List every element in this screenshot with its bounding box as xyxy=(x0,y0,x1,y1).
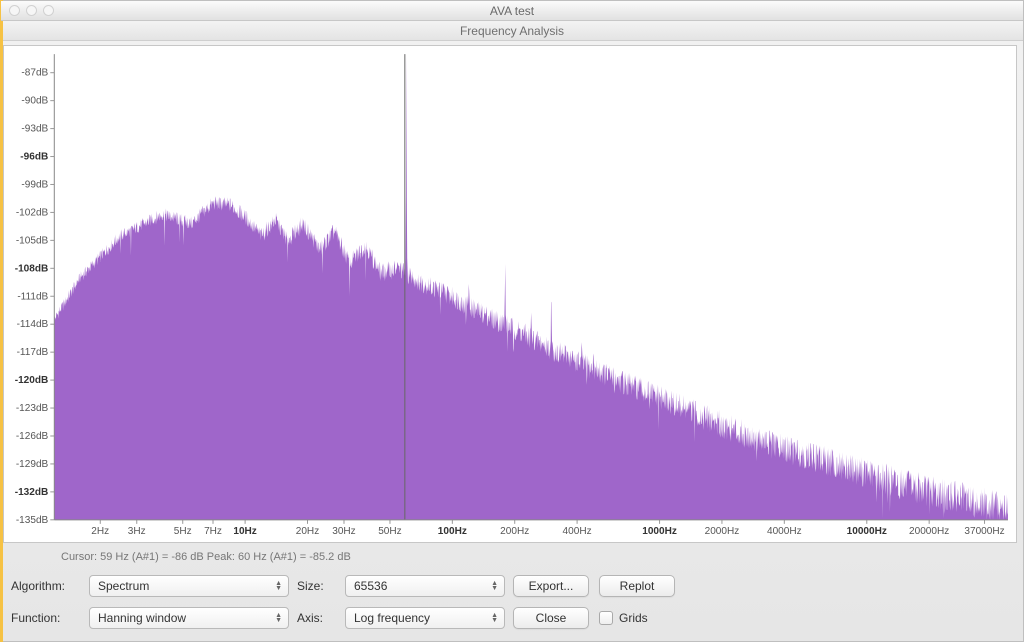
window-title: AVA test xyxy=(9,4,1015,18)
titlebar[interactable]: AVA test xyxy=(1,1,1023,21)
stepper-icon: ▲▼ xyxy=(491,581,498,591)
svg-text:50Hz: 50Hz xyxy=(378,526,401,537)
svg-text:7Hz: 7Hz xyxy=(204,526,222,537)
svg-text:-111dB: -111dB xyxy=(17,291,48,302)
svg-text:-135dB: -135dB xyxy=(16,515,49,526)
grids-checkbox[interactable]: Grids xyxy=(599,611,648,625)
button-row-2: Close Grids xyxy=(513,607,1013,629)
export-button[interactable]: Export... xyxy=(513,575,589,597)
replot-button[interactable]: Replot xyxy=(599,575,675,597)
svg-text:-126dB: -126dB xyxy=(16,431,49,442)
controls-grid: Algorithm: Spectrum ▲▼ Size: 65536 ▲▼ Ex… xyxy=(1,569,1023,641)
grids-checkbox-label: Grids xyxy=(619,611,648,625)
stepper-icon: ▲▼ xyxy=(491,613,498,623)
plot-border[interactable]: -87dB -90dB -93dB -96dB -99dB -102dB -105dB -10… xyxy=(3,45,1017,543)
svg-text:-117dB: -117dB xyxy=(17,347,49,358)
function-select-value: Hanning window xyxy=(98,611,186,625)
svg-text:-87dB: -87dB xyxy=(21,68,48,79)
size-select[interactable]: 65536 ▲▼ xyxy=(345,575,505,597)
svg-text:5Hz: 5Hz xyxy=(174,526,192,537)
svg-text:37000Hz: 37000Hz xyxy=(964,526,1004,537)
algorithm-select-value: Spectrum xyxy=(98,579,149,593)
plot-container: -87dB -90dB -93dB -96dB -99dB -102dB -105dB -10… xyxy=(1,41,1023,545)
minimize-window-icon[interactable] xyxy=(26,5,37,16)
svg-text:-90dB: -90dB xyxy=(21,96,48,107)
algorithm-select[interactable]: Spectrum ▲▼ xyxy=(89,575,289,597)
svg-text:-120dB: -120dB xyxy=(15,375,49,386)
close-window-icon[interactable] xyxy=(9,5,20,16)
svg-text:400Hz: 400Hz xyxy=(563,526,592,537)
svg-text:-99dB: -99dB xyxy=(21,179,48,190)
svg-text:-114dB: -114dB xyxy=(17,319,49,330)
svg-text:-132dB: -132dB xyxy=(15,487,49,498)
svg-text:4000Hz: 4000Hz xyxy=(767,526,802,537)
svg-text:2Hz: 2Hz xyxy=(91,526,109,537)
svg-text:100Hz: 100Hz xyxy=(438,526,467,537)
svg-text:-96dB: -96dB xyxy=(20,152,48,163)
zoom-window-icon[interactable] xyxy=(43,5,54,16)
svg-text:-93dB: -93dB xyxy=(21,124,48,135)
frequency-analysis-window: AVA test Frequency Analysis -87dB -90dB -9… xyxy=(0,0,1024,642)
function-select[interactable]: Hanning window ▲▼ xyxy=(89,607,289,629)
svg-text:-123dB: -123dB xyxy=(16,403,49,414)
spectrum-plot[interactable]: -87dB -90dB -93dB -96dB -99dB -102dB -105dB -10… xyxy=(4,46,1016,542)
svg-text:-129dB: -129dB xyxy=(16,459,49,470)
checkbox-icon xyxy=(599,611,613,625)
panel-title: Frequency Analysis xyxy=(1,21,1023,41)
axis-label: Axis: xyxy=(297,611,337,625)
svg-text:200Hz: 200Hz xyxy=(500,526,529,537)
button-row-1: Export... Replot xyxy=(513,575,1013,597)
svg-text:30Hz: 30Hz xyxy=(332,526,355,537)
svg-text:-105dB: -105dB xyxy=(16,235,49,246)
axis-select-value: Log frequency xyxy=(354,611,430,625)
status-text: Cursor: 59 Hz (A#1) = -86 dB Peak: 60 Hz… xyxy=(1,545,1023,569)
svg-text:20000Hz: 20000Hz xyxy=(909,526,949,537)
stepper-icon: ▲▼ xyxy=(275,613,282,623)
size-label: Size: xyxy=(297,579,337,593)
svg-text:-102dB: -102dB xyxy=(16,207,49,218)
axis-select[interactable]: Log frequency ▲▼ xyxy=(345,607,505,629)
traffic-lights xyxy=(9,5,54,16)
svg-text:2000Hz: 2000Hz xyxy=(705,526,740,537)
size-select-value: 65536 xyxy=(354,579,387,593)
svg-text:3Hz: 3Hz xyxy=(128,526,146,537)
function-label: Function: xyxy=(11,611,81,625)
svg-text:20Hz: 20Hz xyxy=(296,526,319,537)
content-area: -87dB -90dB -93dB -96dB -99dB -102dB -105dB -10… xyxy=(1,41,1023,641)
close-button[interactable]: Close xyxy=(513,607,589,629)
svg-text:10Hz: 10Hz xyxy=(233,526,256,537)
svg-text:10000Hz: 10000Hz xyxy=(847,526,887,537)
svg-text:-108dB: -108dB xyxy=(15,263,49,274)
svg-text:1000Hz: 1000Hz xyxy=(642,526,677,537)
stepper-icon: ▲▼ xyxy=(275,581,282,591)
algorithm-label: Algorithm: xyxy=(11,579,81,593)
